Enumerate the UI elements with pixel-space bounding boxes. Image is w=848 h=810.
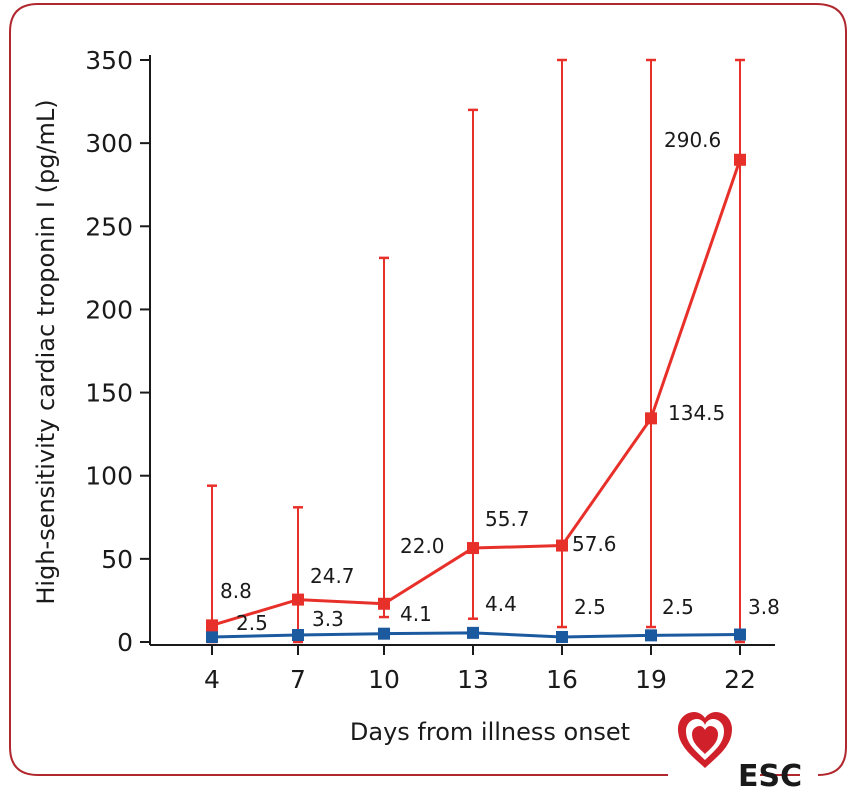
y-tick-label: 50: [101, 545, 133, 574]
data-point: [378, 597, 390, 610]
data-label: 2.5: [574, 595, 606, 619]
data-point: [556, 631, 568, 644]
data-label: 290.6: [664, 128, 721, 152]
data-label: 22.0: [400, 534, 445, 558]
x-tick-label: 22: [724, 665, 756, 694]
x-axis: 4 7 10 13 16 19 22: [150, 644, 775, 694]
data-label: 57.6: [572, 532, 617, 556]
y-axis: 0 50 100 150 200 250 300 350: [85, 46, 151, 657]
frame-border: [9, 3, 847, 776]
data-label: 3.3: [312, 607, 344, 631]
x-tick-label: 10: [368, 665, 400, 694]
data-point: [378, 627, 390, 640]
y-tick-label: 350: [85, 46, 133, 75]
data-point: [467, 542, 479, 555]
data-point: [734, 153, 746, 166]
data-label: 134.5: [668, 401, 725, 425]
data-label: 8.8: [220, 579, 252, 603]
y-tick-label: 200: [85, 295, 133, 324]
y-tick-label: 150: [85, 379, 133, 408]
data-label: 4.4: [485, 592, 517, 616]
data-label: 3.8: [748, 595, 780, 619]
data-point: [292, 593, 304, 606]
data-label: 4.1: [400, 602, 432, 626]
data-point: [556, 539, 568, 552]
series-markers: [206, 153, 746, 644]
y-tick-label: 100: [85, 462, 133, 491]
x-tick-label: 13: [457, 665, 489, 694]
esc-logo-text: ESC: [738, 759, 802, 794]
data-label: 24.7: [310, 564, 355, 588]
data-point: [292, 629, 304, 642]
y-tick-label: 250: [85, 212, 133, 241]
x-tick-label: 19: [635, 665, 667, 694]
data-point: [645, 412, 657, 425]
data-point: [206, 631, 218, 644]
x-tick-label: 7: [290, 665, 306, 694]
y-tick-label: 0: [117, 628, 133, 657]
esc-logo: ESC: [678, 712, 802, 794]
series-line-0: [211, 159, 742, 627]
data-label: 2.5: [236, 611, 268, 635]
y-axis-title: High-sensitivity cardiac troponin I (pg/…: [32, 99, 60, 604]
data-labels: 8.8 24.7 22.0 55.7 57.6 134.5 290.6 2.5 3.3 4.1 4.…: [220, 128, 780, 635]
data-point: [645, 629, 657, 642]
y-tick-label: 300: [85, 129, 133, 158]
data-point: [467, 626, 479, 639]
heart-icon: [678, 712, 732, 768]
series-lines: [211, 159, 742, 639]
data-point: [206, 619, 218, 632]
x-tick-label: 4: [204, 665, 220, 694]
x-tick-label: 16: [546, 665, 578, 694]
data-point: [734, 628, 746, 641]
data-label: 2.5: [662, 595, 694, 619]
x-axis-title: Days from illness onset: [350, 718, 630, 746]
data-label: 55.7: [485, 507, 530, 531]
